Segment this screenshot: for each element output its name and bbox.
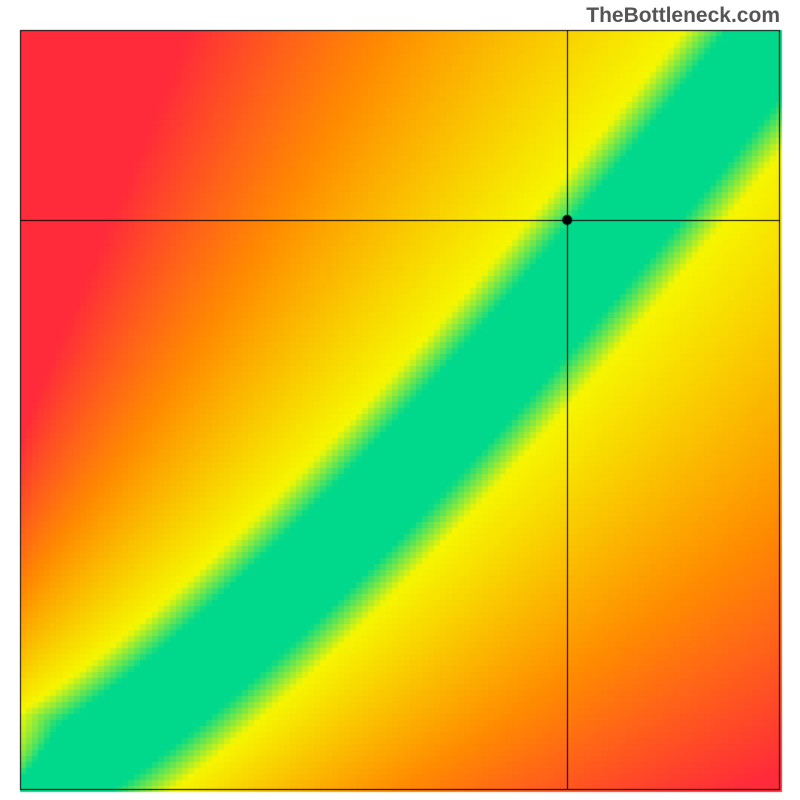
watermark-label: TheBottleneck.com [586,4,780,28]
bottleneck-heatmap [0,0,800,800]
chart-container: TheBottleneck.com [0,0,800,800]
